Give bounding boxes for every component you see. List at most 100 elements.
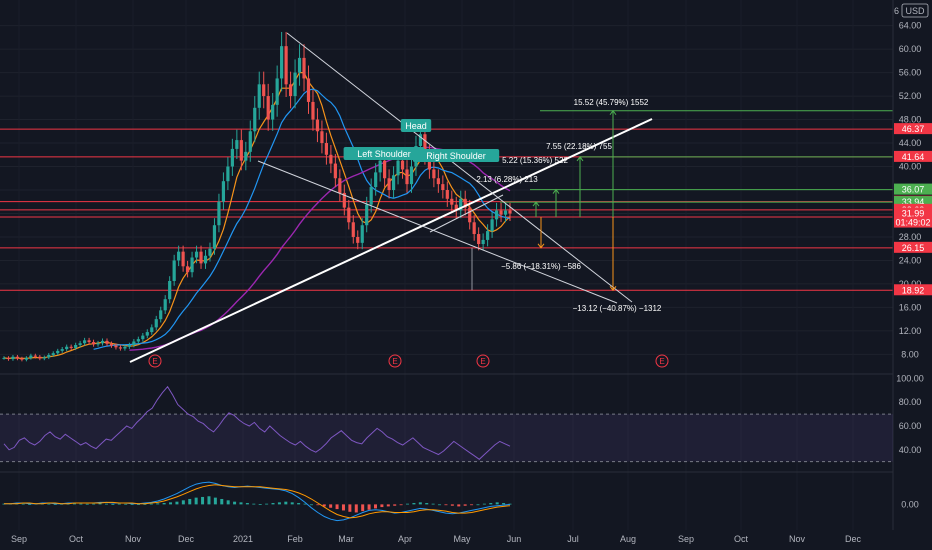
candle[interactable] [356,236,360,243]
macd-histogram-bar[interactable] [406,503,410,505]
macd-histogram-bar[interactable] [476,504,480,506]
candle[interactable] [297,57,302,73]
candle[interactable] [83,340,87,344]
candle[interactable] [436,178,440,185]
candle[interactable] [441,184,445,190]
macd-histogram-bar[interactable] [354,504,358,513]
candle[interactable] [409,166,414,185]
candle[interactable] [450,198,454,205]
ma-mid-line[interactable] [93,88,511,350]
candle[interactable] [369,187,373,205]
candle[interactable] [230,148,234,167]
candle[interactable] [78,343,82,345]
macd-histogram-bar[interactable] [482,503,486,505]
macd-histogram-bar[interactable] [457,504,461,507]
rsi-pane[interactable] [0,385,893,463]
candle[interactable] [351,222,355,237]
macd-histogram-bar[interactable] [412,503,416,505]
candle[interactable] [15,356,20,359]
candle[interactable] [315,119,320,132]
candle[interactable] [141,335,145,340]
macd-histogram-bar[interactable] [220,498,224,505]
time-axis[interactable]: Sep Oct Nov Dec 2021 Feb Mar Apr May Jun Jul Aug Sep… [11,534,862,544]
macd-histogram-bar[interactable] [271,503,275,505]
macd-histogram-bar[interactable] [284,501,288,505]
macd-histogram-bar[interactable] [316,504,320,506]
candle[interactable] [24,357,28,360]
candle[interactable] [374,172,378,188]
candle[interactable] [486,231,490,240]
candle[interactable] [6,357,11,360]
macd-histogram-bar[interactable] [245,503,249,505]
macd-histogram-bar[interactable] [303,503,307,505]
candle[interactable] [338,178,342,193]
candle[interactable] [181,251,185,267]
candle[interactable] [503,210,508,215]
candle[interactable] [275,78,279,105]
macd-histogram-bar[interactable] [60,503,64,505]
candle[interactable] [490,219,494,232]
macd-histogram-bar[interactable] [111,504,115,505]
macd-histogram-bar[interactable] [72,503,76,505]
pattern-label-bg[interactable] [400,119,432,132]
earnings-event-marker[interactable] [388,354,402,368]
candle[interactable] [127,344,131,347]
candle[interactable] [136,339,140,342]
macd-histogram-bar[interactable] [502,503,506,505]
candle[interactable] [499,210,503,215]
macd-histogram-bar[interactable] [201,496,205,505]
macd-histogram-bar[interactable] [470,504,474,506]
candle[interactable] [20,358,24,360]
candle[interactable] [427,154,431,170]
candle[interactable] [445,190,449,199]
candle[interactable] [185,266,190,273]
macd-histogram-bar[interactable] [463,504,467,506]
candle[interactable] [432,169,436,179]
candle[interactable] [203,255,208,264]
macd-histogram-bar[interactable] [399,504,403,506]
candle[interactable] [454,204,458,211]
macd-histogram-bar[interactable] [149,503,153,505]
macd-histogram-bar[interactable] [341,504,345,511]
candle[interactable] [235,140,239,149]
candle[interactable] [347,207,351,223]
candle[interactable] [132,341,136,345]
falling-channel-bottom[interactable] [257,160,618,304]
candle[interactable] [302,57,306,79]
candle[interactable] [468,207,472,223]
candle[interactable] [33,355,37,357]
candle[interactable] [96,343,100,345]
falling-channel-top[interactable] [286,32,633,303]
macd-histogram-bar[interactable] [489,503,493,505]
candle[interactable] [221,181,226,202]
macd-histogram-bar[interactable] [156,503,160,505]
macd-histogram-bar[interactable] [21,503,25,505]
macd-histogram-bar[interactable] [348,504,352,512]
macd-histogram-bar[interactable] [79,503,83,505]
macd-histogram-bar[interactable] [444,504,448,506]
macd-histogram-bar[interactable] [188,498,192,505]
macd-histogram-bar[interactable] [367,504,371,510]
candle[interactable] [11,356,15,360]
candle[interactable] [508,210,512,214]
macd-histogram-bar[interactable] [431,503,435,505]
macd-signal-line[interactable] [4,484,511,519]
candle[interactable] [56,350,60,354]
macd-histogram-bar[interactable] [104,503,108,505]
macd-histogram-bar[interactable] [258,504,262,505]
macd-histogram-bar[interactable] [181,500,185,505]
candle[interactable] [360,225,364,243]
currency-badge[interactable]: USD [901,3,929,18]
candle[interactable] [262,84,266,97]
macd-histogram-bar[interactable] [28,504,32,505]
candle[interactable] [42,357,46,359]
macd-histogram-bar[interactable] [309,504,313,506]
candle[interactable] [257,84,261,108]
candle[interactable] [418,134,423,146]
macd-histogram-bar[interactable] [92,503,96,505]
macd-histogram-bar[interactable] [380,504,384,508]
price-tag[interactable] [894,284,932,296]
candle[interactable] [271,104,275,120]
macd-histogram-bar[interactable] [265,503,269,505]
candle[interactable] [177,251,181,261]
